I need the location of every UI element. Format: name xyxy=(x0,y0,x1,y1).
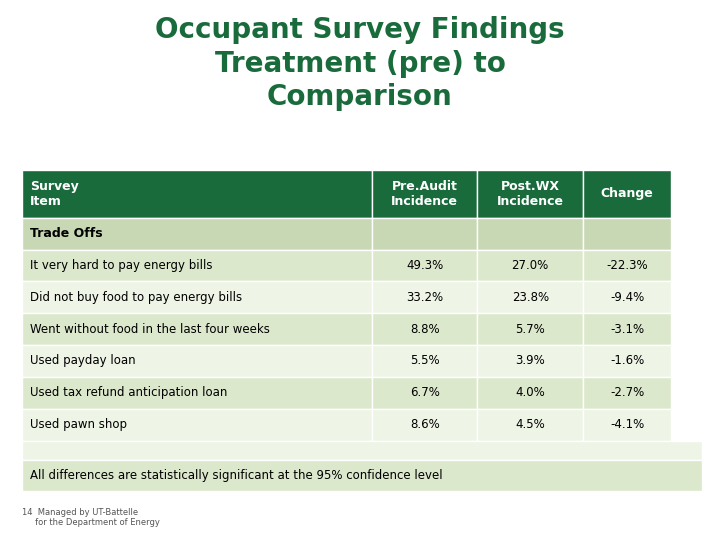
Bar xyxy=(372,313,477,345)
Bar xyxy=(477,281,583,313)
Bar xyxy=(22,377,372,409)
Bar xyxy=(477,218,583,249)
Bar xyxy=(22,345,372,377)
Text: -3.1%: -3.1% xyxy=(610,323,644,336)
Text: Trade Offs: Trade Offs xyxy=(30,227,103,240)
Text: -4.1%: -4.1% xyxy=(610,418,644,431)
Bar xyxy=(22,218,372,249)
Text: All differences are statistically significant at the 95% confidence level: All differences are statistically signif… xyxy=(30,469,443,482)
Text: 23.8%: 23.8% xyxy=(512,291,549,304)
Text: 5.7%: 5.7% xyxy=(516,323,545,336)
Text: 8.6%: 8.6% xyxy=(410,418,440,431)
Text: Used tax refund anticipation loan: Used tax refund anticipation loan xyxy=(30,386,228,399)
Bar xyxy=(583,377,671,409)
Text: Pre.Audit
Incidence: Pre.Audit Incidence xyxy=(391,180,458,208)
Text: Did not buy food to pay energy bills: Did not buy food to pay energy bills xyxy=(30,291,243,304)
Text: 33.2%: 33.2% xyxy=(406,291,444,304)
Text: 5.5%: 5.5% xyxy=(410,354,439,368)
Text: Went without food in the last four weeks: Went without food in the last four weeks xyxy=(30,323,270,336)
Text: 4.5%: 4.5% xyxy=(516,418,545,431)
Bar xyxy=(372,170,477,218)
Bar xyxy=(372,377,477,409)
Text: 14  Managed by UT-Battelle
     for the Department of Energy: 14 Managed by UT-Battelle for the Depart… xyxy=(22,508,159,527)
Bar xyxy=(583,409,671,441)
Text: -1.6%: -1.6% xyxy=(610,354,644,368)
Bar xyxy=(22,281,372,313)
Bar xyxy=(583,218,671,249)
Bar xyxy=(477,170,583,218)
Text: Post.WX
Incidence: Post.WX Incidence xyxy=(497,180,564,208)
Bar xyxy=(477,313,583,345)
Bar xyxy=(372,218,477,249)
Text: 49.3%: 49.3% xyxy=(406,259,444,272)
Bar xyxy=(477,409,583,441)
Text: -22.3%: -22.3% xyxy=(606,259,648,272)
Bar xyxy=(372,281,477,313)
Bar xyxy=(372,409,477,441)
Text: -2.7%: -2.7% xyxy=(610,386,644,399)
Text: 4.0%: 4.0% xyxy=(516,386,545,399)
Bar xyxy=(22,170,372,218)
Text: Used payday loan: Used payday loan xyxy=(30,354,136,368)
Bar xyxy=(583,281,671,313)
Text: 8.8%: 8.8% xyxy=(410,323,439,336)
Text: Occupant Survey Findings
Treatment (pre) to
Comparison: Occupant Survey Findings Treatment (pre)… xyxy=(156,16,564,111)
Text: Used pawn shop: Used pawn shop xyxy=(30,418,127,431)
Bar xyxy=(583,170,671,218)
Bar xyxy=(372,249,477,281)
Bar xyxy=(22,313,372,345)
Bar xyxy=(477,345,583,377)
Text: 6.7%: 6.7% xyxy=(410,386,440,399)
Text: -9.4%: -9.4% xyxy=(610,291,644,304)
Bar xyxy=(22,441,702,460)
Bar xyxy=(22,409,372,441)
Text: Change: Change xyxy=(600,187,654,200)
Bar xyxy=(477,249,583,281)
Bar xyxy=(372,345,477,377)
Bar xyxy=(22,249,372,281)
Text: Survey
Item: Survey Item xyxy=(30,180,79,208)
Text: 3.9%: 3.9% xyxy=(516,354,545,368)
Text: It very hard to pay energy bills: It very hard to pay energy bills xyxy=(30,259,212,272)
Bar xyxy=(477,377,583,409)
Bar xyxy=(22,460,702,491)
Bar xyxy=(583,345,671,377)
Bar xyxy=(583,249,671,281)
Text: 27.0%: 27.0% xyxy=(512,259,549,272)
Bar xyxy=(583,313,671,345)
